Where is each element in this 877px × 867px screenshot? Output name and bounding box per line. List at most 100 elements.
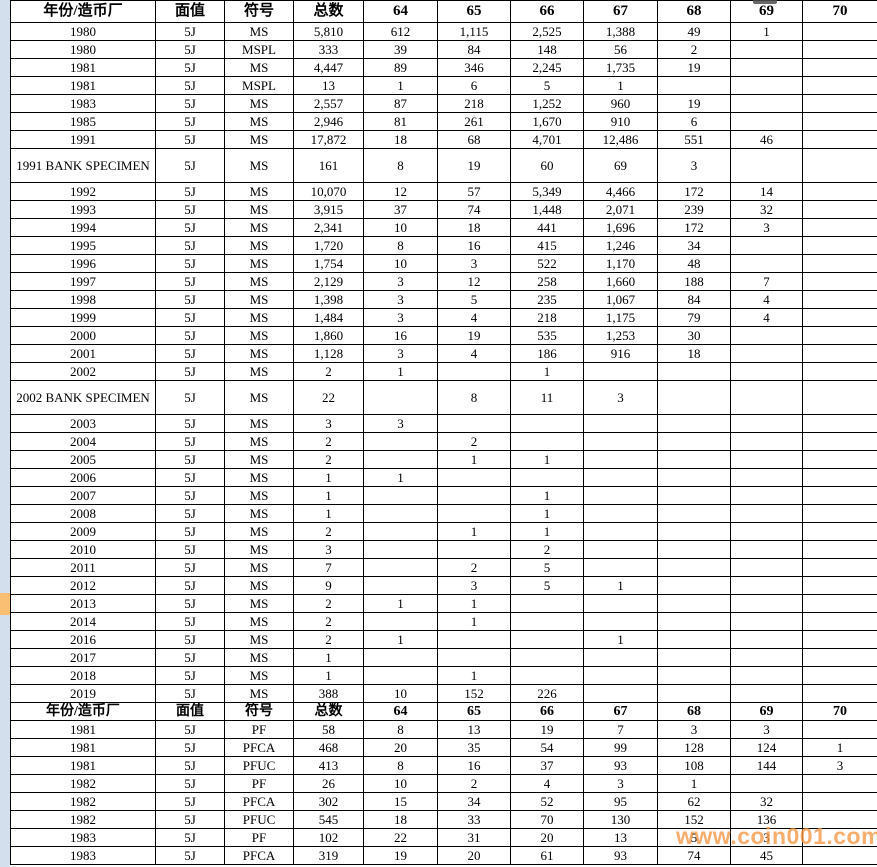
value-cell (657, 666, 731, 685)
cropped-text-artifact (753, 0, 777, 4)
value-cell: 5 (437, 290, 511, 309)
value-cell: 2 (293, 432, 364, 451)
value-cell: MS (224, 254, 294, 273)
value-cell: MS (224, 94, 294, 113)
value-cell: 5J (155, 648, 225, 667)
value-cell: 2,341 (293, 218, 364, 237)
value-cell: 22 (293, 380, 364, 415)
value-cell (657, 522, 731, 541)
table-row: 2016 5J MS 2 1 1 (10, 630, 877, 649)
value-cell: 5J (155, 792, 225, 811)
value-cell (657, 432, 731, 451)
value-cell: 10 (363, 774, 438, 793)
value-cell: 3 (657, 148, 731, 183)
value-cell: MS (224, 432, 294, 451)
value-cell (583, 522, 658, 541)
value-cell: 45 (730, 846, 803, 865)
value-cell: 31 (437, 828, 511, 847)
value-cell: 22 (363, 828, 438, 847)
table-row: 2018 5J MS 1 1 (10, 666, 877, 685)
value-cell: 34 (437, 792, 511, 811)
value-cell (730, 326, 803, 345)
value-cell: MS (224, 684, 294, 703)
value-cell: 46 (730, 130, 803, 149)
value-cell (730, 76, 803, 95)
column-header: 总数 (293, 702, 364, 721)
value-cell (437, 414, 511, 433)
value-cell (657, 540, 731, 559)
value-cell (363, 540, 438, 559)
value-cell (802, 308, 877, 327)
year-mint-cell: 1993 (10, 200, 156, 219)
value-cell: 4 (437, 344, 511, 363)
value-cell (730, 148, 803, 183)
value-cell: 333 (293, 40, 364, 59)
value-cell: 218 (437, 94, 511, 113)
value-cell: 5J (155, 414, 225, 433)
value-cell: 124 (730, 738, 803, 757)
value-cell: 12 (437, 272, 511, 291)
column-header: 总数 (293, 0, 364, 23)
value-cell: 13 (437, 720, 511, 739)
value-cell: 188 (657, 272, 731, 291)
value-cell: PFCA (224, 792, 294, 811)
value-cell: 6 (657, 112, 731, 131)
table-row: 1993 5J MS 3,915 37 74 1,448 2,071 239 32 (10, 200, 877, 219)
value-cell (730, 362, 803, 381)
value-cell: 3 (802, 756, 877, 775)
value-cell: 20 (363, 738, 438, 757)
value-cell: 1 (293, 666, 364, 685)
year-mint-cell: 1995 (10, 236, 156, 255)
value-cell: 5J (155, 94, 225, 113)
value-cell: MS (224, 130, 294, 149)
value-cell: 1 (583, 576, 658, 595)
value-cell (730, 522, 803, 541)
value-cell: 5J (155, 684, 225, 703)
value-cell: MS (224, 576, 294, 595)
table-row: 1981 5J PF 58 8 13 19 7 3 3 (10, 720, 877, 739)
value-cell: 522 (510, 254, 584, 273)
value-cell: 148 (510, 40, 584, 59)
value-cell: 1,398 (293, 290, 364, 309)
value-cell (510, 630, 584, 649)
value-cell: MS (224, 380, 294, 415)
value-cell: 1 (583, 630, 658, 649)
value-cell (802, 40, 877, 59)
value-cell: MS (224, 290, 294, 309)
column-header: 年份/造币厂 (10, 0, 156, 23)
value-cell (437, 504, 511, 523)
value-cell: MS (224, 362, 294, 381)
value-cell (657, 630, 731, 649)
value-cell: 99 (583, 738, 658, 757)
value-cell: 2,557 (293, 94, 364, 113)
value-cell: 5J (155, 380, 225, 415)
value-cell: 1 (437, 450, 511, 469)
coin-grading-table: 年份/造币厂 面值 符号 总数 64 65 66 67 68 69 70 1980 5J MS 5,810 6… (10, 0, 877, 865)
value-cell (657, 504, 731, 523)
year-mint-cell: 1997 (10, 272, 156, 291)
value-cell: 5J (155, 58, 225, 77)
value-cell (802, 182, 877, 201)
value-cell: 218 (510, 308, 584, 327)
value-cell: 2,129 (293, 272, 364, 291)
value-cell: MS (224, 414, 294, 433)
value-cell: 152 (657, 810, 731, 829)
value-cell: 1 (657, 774, 731, 793)
value-cell (657, 450, 731, 469)
value-cell (802, 666, 877, 685)
value-cell: 2 (657, 40, 731, 59)
year-mint-cell: 1981 (10, 76, 156, 95)
value-cell: 93 (583, 756, 658, 775)
year-mint-cell: 2016 (10, 630, 156, 649)
value-cell (802, 112, 877, 131)
value-cell: MSPL (224, 76, 294, 95)
value-cell: 2 (293, 362, 364, 381)
value-cell: 1 (510, 522, 584, 541)
table-row: 1981 5J MS 4,447 89 346 2,245 1,735 19 (10, 58, 877, 77)
value-cell: 1,735 (583, 58, 658, 77)
value-cell (510, 594, 584, 613)
year-mint-cell: 1982 (10, 774, 156, 793)
table-row: 1991 BANK SPECIMEN 5J MS 161 8 19 60 69 3 (10, 148, 877, 183)
value-cell: 39 (363, 40, 438, 59)
value-cell (583, 684, 658, 703)
